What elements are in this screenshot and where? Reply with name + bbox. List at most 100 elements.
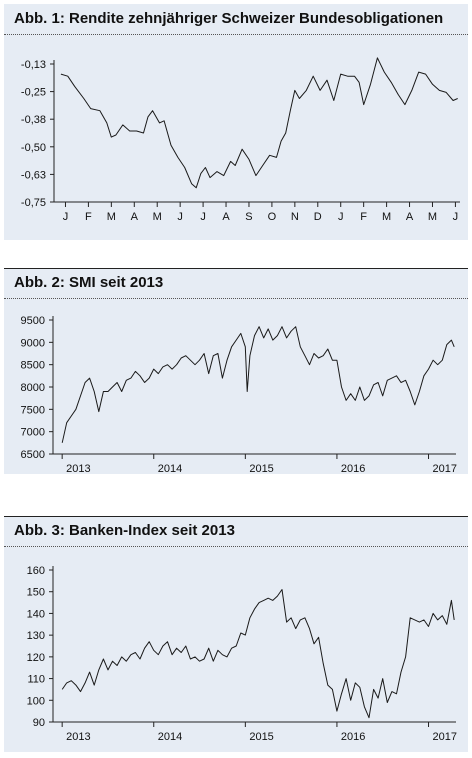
banks-chart: 160 150 140 130 120 110 100 90 2013 2014 2015 2016 2… <box>27 565 457 743</box>
y-tick-label: 130 <box>27 630 45 642</box>
chart-panel-smi: Abb. 2: SMI seit 2013 9500 9000 8500 8000 75… <box>4 268 468 475</box>
y-tick-label: -0,38 <box>21 114 46 126</box>
data-point <box>177 157 178 158</box>
y-tick-label: 8000 <box>21 382 45 394</box>
data-point <box>159 122 160 123</box>
x-tick-label: A <box>406 211 414 223</box>
data-point <box>268 328 269 329</box>
data-point <box>410 391 411 392</box>
data-point <box>223 175 224 176</box>
data-point <box>181 357 182 358</box>
y-tick-label: 8500 <box>21 360 45 372</box>
data-point <box>107 669 108 670</box>
data-point <box>199 360 200 361</box>
data-point <box>263 337 264 338</box>
data-point <box>75 409 76 410</box>
data-point <box>194 656 195 657</box>
data-point <box>62 689 63 690</box>
data-point <box>276 157 277 158</box>
data-point <box>368 395 369 396</box>
data-point <box>327 685 328 686</box>
data-point <box>350 700 351 701</box>
data-point <box>384 72 385 73</box>
data-point <box>153 650 154 651</box>
data-point <box>355 682 356 683</box>
data-point <box>433 613 434 614</box>
data-point <box>226 360 227 361</box>
data-point <box>446 624 447 625</box>
data-point <box>90 108 91 109</box>
data-point <box>147 116 148 117</box>
data-point <box>425 74 426 75</box>
data-point <box>94 685 95 686</box>
data-point <box>103 658 104 659</box>
data-point <box>454 619 455 620</box>
data-point <box>405 380 406 381</box>
x-tick-label: F <box>85 211 92 223</box>
data-point <box>80 691 81 692</box>
data-point <box>359 687 360 688</box>
data-point <box>247 391 248 392</box>
data-point <box>199 661 200 662</box>
data-point <box>98 411 99 412</box>
data-point <box>387 380 388 381</box>
data-point <box>89 378 90 379</box>
data-point <box>346 678 347 679</box>
data-point <box>281 141 282 142</box>
data-point <box>377 57 378 58</box>
data-point <box>295 628 296 629</box>
data-point <box>304 355 305 356</box>
data-point <box>272 600 273 601</box>
data-point <box>299 98 300 99</box>
x-tick-label: 2014 <box>158 463 182 475</box>
data-point <box>359 82 360 83</box>
data-point <box>453 100 454 101</box>
data-point <box>149 641 150 642</box>
top-rule <box>4 516 468 517</box>
data-point <box>437 619 438 620</box>
data-point <box>245 635 246 636</box>
data-point <box>162 366 163 367</box>
data-point <box>217 650 218 651</box>
y-tick-label: 6500 <box>21 449 45 461</box>
data-point <box>222 378 223 379</box>
data-point <box>185 355 186 356</box>
data-point <box>364 706 365 707</box>
data-point <box>144 648 145 649</box>
data-point <box>313 353 314 354</box>
data-point <box>432 84 433 85</box>
data-point <box>423 619 424 620</box>
chart-title: Abb. 3: Banken-Index seit 2013 <box>14 522 235 539</box>
data-point <box>136 130 137 131</box>
data-point <box>373 384 374 385</box>
data-point <box>89 672 90 673</box>
data-point <box>281 589 282 590</box>
data-point <box>117 665 118 666</box>
data-point <box>318 357 319 358</box>
y-tick-label: 90 <box>33 717 45 729</box>
data-point <box>451 600 452 601</box>
data-point <box>129 130 130 131</box>
y-tick-label: 7500 <box>21 404 45 416</box>
data-point <box>378 698 379 699</box>
data-point <box>190 360 191 361</box>
data-point <box>396 375 397 376</box>
data-point <box>71 680 72 681</box>
data-point <box>294 90 295 91</box>
data-point <box>423 375 424 376</box>
title-divider <box>4 546 468 547</box>
data-point <box>85 682 86 683</box>
data-point <box>117 382 118 383</box>
x-tick-label: A <box>222 211 230 223</box>
data-point <box>281 326 282 327</box>
x-tick-label: J <box>200 211 206 223</box>
data-point <box>290 110 291 111</box>
data-point <box>115 134 116 135</box>
data-point <box>121 656 122 657</box>
y-tick-label: 9000 <box>21 337 45 349</box>
chart-title: Abb. 1: Rendite zehnjähriger Schweizer B… <box>14 10 444 27</box>
data-point <box>433 360 434 361</box>
data-point <box>184 167 185 168</box>
data-point <box>382 678 383 679</box>
data-point <box>333 100 334 101</box>
